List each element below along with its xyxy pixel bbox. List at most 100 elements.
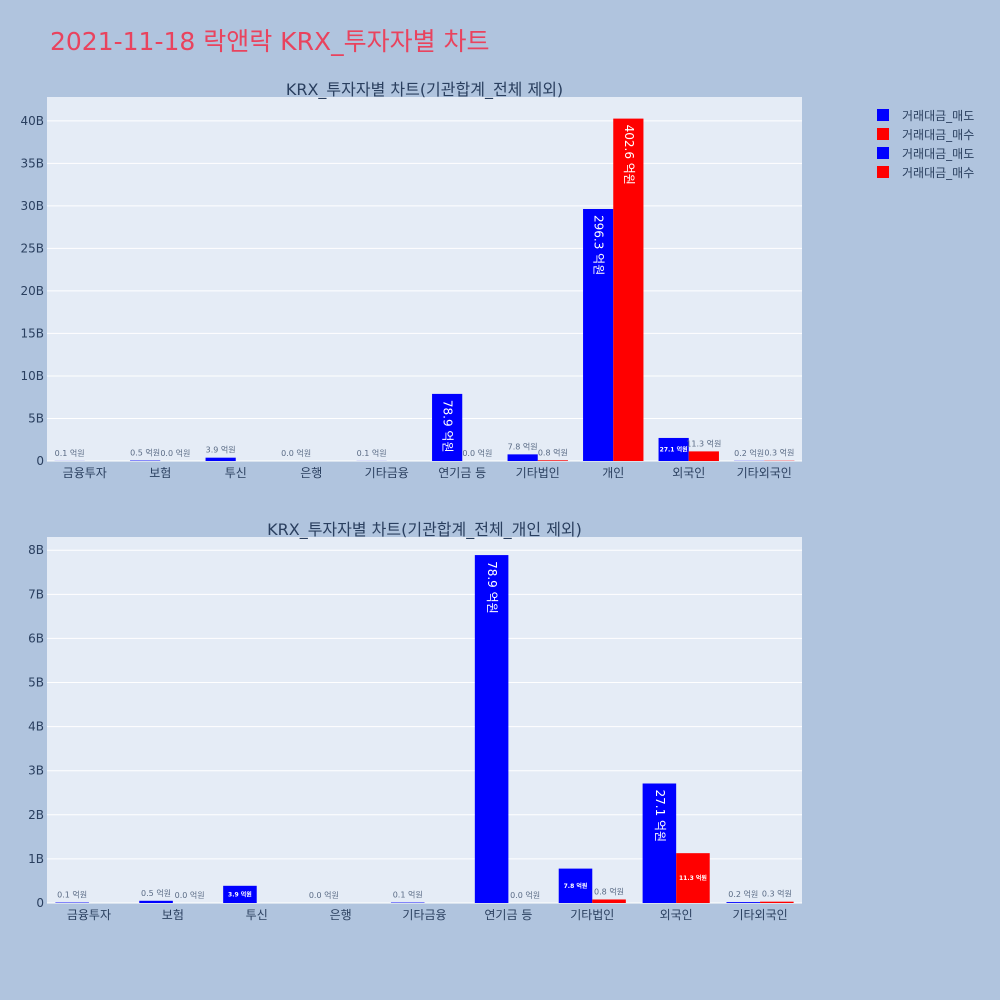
chart-2: 0 1B 2B 3B 4B 5B 6B 7B 8B KRX_투자자별 차트(기관합계_전체_개인 … (28, 520, 802, 922)
data-label: 0.2 억원 (734, 448, 764, 458)
data-label: 3.9 억원 (228, 890, 252, 898)
data-label: 0.0 억원 (160, 448, 190, 458)
x-tick-label: 기타금융 (365, 466, 409, 480)
legend-swatch (877, 166, 889, 178)
data-label: 0.1 억원 (357, 448, 387, 458)
x-tick-label: 연기금 등 (484, 908, 532, 922)
data-label: 7.8 억원 (508, 441, 538, 451)
x-tick-label: 금융투자 (67, 908, 111, 922)
legend-label: 거래대금_매도 (902, 147, 974, 161)
data-label: 78.9 억원 (441, 400, 455, 453)
y-tick-label: 3B (28, 764, 44, 778)
y-tick-label: 25B (20, 241, 44, 255)
data-label: 0.0 억원 (510, 890, 540, 900)
bar (205, 457, 236, 461)
legend-label: 거래대금_매수 (902, 128, 974, 142)
x-tick-label: 기타외국인 (732, 908, 787, 922)
data-label: 11.3 억원 (679, 874, 707, 882)
y-tick-label: 10B (20, 369, 44, 383)
x-tick-label: 투신 (225, 466, 247, 480)
data-label: 27.1 억원 (653, 789, 667, 842)
y-tick-label: 2B (28, 808, 44, 822)
data-label: 0.3 억원 (764, 448, 794, 458)
bar (432, 393, 463, 461)
bar (507, 454, 538, 461)
data-label: 0.8 억원 (538, 447, 568, 457)
data-label: 0.3 억원 (762, 889, 792, 899)
x-tick-label: 기타금융 (402, 908, 446, 922)
data-label: 7.8 억원 (564, 882, 588, 890)
data-label: 0.5 억원 (130, 448, 160, 458)
y-tick-label: 15B (20, 326, 44, 340)
data-label: 0.1 억원 (57, 890, 87, 900)
bar (592, 899, 626, 903)
bar (760, 901, 794, 903)
bar (688, 451, 719, 461)
x-tick-label: 연기금 등 (438, 466, 486, 480)
x-tick-label: 기타법인 (516, 466, 560, 480)
y-tick-label: 8B (28, 543, 44, 557)
data-label: 296.3 억원 (592, 215, 606, 275)
x-tick-label: 기타법인 (570, 908, 614, 922)
data-label: 0.0 억원 (281, 448, 311, 458)
bar (676, 853, 710, 903)
x-tick-label: 외국인 (672, 466, 705, 480)
x-tick-label: 금융투자 (63, 466, 107, 480)
data-label: 0.2 억원 (728, 889, 758, 899)
bar (558, 868, 593, 903)
y-tick-label: 40B (20, 114, 44, 128)
bar (139, 900, 173, 903)
x-tick-label: 개인 (602, 466, 624, 480)
y-tick-label: 1B (28, 852, 44, 866)
y-tick-label: 20B (20, 284, 44, 298)
data-label: 0.1 억원 (55, 448, 85, 458)
data-label: 0.0 억원 (175, 890, 205, 900)
y-tick-label: 35B (20, 156, 44, 170)
chart-title: KRX_투자자별 차트(기관합계_전체 제외) (286, 80, 563, 100)
bar (642, 783, 677, 903)
plot-area (47, 537, 802, 903)
bar (583, 209, 614, 461)
y-tick-label: 0 (36, 454, 44, 468)
chart-1: 0 5B 10B 15B 20B 25B 30B 35B 40B KRX_투자자별 차트(기관합계… (20, 80, 802, 480)
bar (537, 460, 568, 461)
legend-label: 거래대금_매도 (902, 109, 974, 123)
legend-swatch (877, 128, 889, 140)
data-label: 0.5 억원 (141, 888, 171, 898)
y-tick-label: 5B (28, 676, 44, 690)
bar (726, 902, 761, 903)
x-tick-label: 은행 (330, 907, 352, 922)
data-label: 402.6 억원 (622, 125, 636, 185)
y-tick-label: 0 (36, 896, 44, 910)
bar (613, 118, 644, 461)
chart-title: KRX_투자자별 차트(기관합계_전체_개인 제외) (267, 520, 582, 540)
bar (474, 555, 509, 903)
legend-swatch (877, 109, 889, 121)
data-label: 0.8 억원 (594, 886, 624, 896)
data-label: 0.1 억원 (393, 890, 423, 900)
legend-label: 거래대금_매수 (902, 166, 974, 180)
y-tick-label: 4B (28, 720, 44, 734)
bar (658, 437, 689, 461)
data-label: 3.9 억원 (206, 445, 236, 455)
page-title: 2021-11-18 락앤락 KRX_투자자별 차트 (50, 27, 490, 56)
x-tick-label: 외국인 (660, 908, 693, 922)
data-label: 78.9 억원 (485, 561, 499, 614)
data-label: 27.1 억원 (660, 445, 688, 453)
data-label: 11.3 억원 (686, 438, 721, 448)
x-tick-label: 투신 (246, 908, 268, 922)
plot-area (47, 97, 802, 461)
x-tick-label: 기타외국인 (737, 466, 792, 480)
y-tick-label: 7B (28, 587, 44, 601)
x-tick-label: 보험 (149, 466, 171, 480)
y-tick-label: 6B (28, 631, 44, 645)
bar (223, 885, 257, 903)
y-tick-label: 5B (28, 411, 44, 425)
data-label: 0.0 억원 (462, 448, 492, 458)
data-label: 0.0 억원 (309, 890, 339, 900)
legend-swatch (877, 147, 889, 159)
x-tick-label: 은행 (300, 465, 322, 480)
x-tick-label: 보험 (162, 908, 184, 922)
